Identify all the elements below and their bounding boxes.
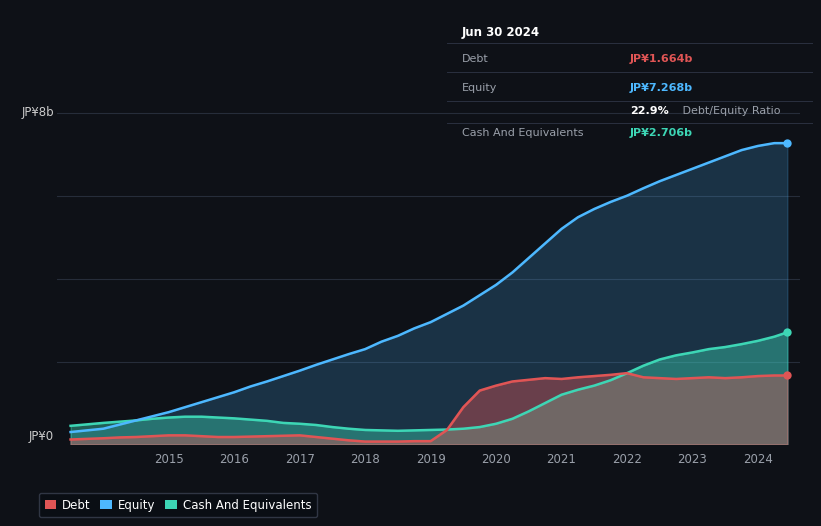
Text: JP¥2.706b: JP¥2.706b [631,128,693,138]
Text: JP¥8b: JP¥8b [21,106,53,119]
Text: JP¥7.268b: JP¥7.268b [631,83,693,93]
Text: Debt: Debt [462,55,488,65]
Text: 22.9%: 22.9% [631,106,669,116]
Text: Debt/Equity Ratio: Debt/Equity Ratio [680,106,781,116]
Text: Jun 30 2024: Jun 30 2024 [462,26,540,39]
Text: JP¥0: JP¥0 [29,430,53,443]
Text: Cash And Equivalents: Cash And Equivalents [462,128,584,138]
Text: Equity: Equity [462,83,498,93]
Legend: Debt, Equity, Cash And Equivalents: Debt, Equity, Cash And Equivalents [39,493,317,518]
Text: JP¥1.664b: JP¥1.664b [631,55,694,65]
